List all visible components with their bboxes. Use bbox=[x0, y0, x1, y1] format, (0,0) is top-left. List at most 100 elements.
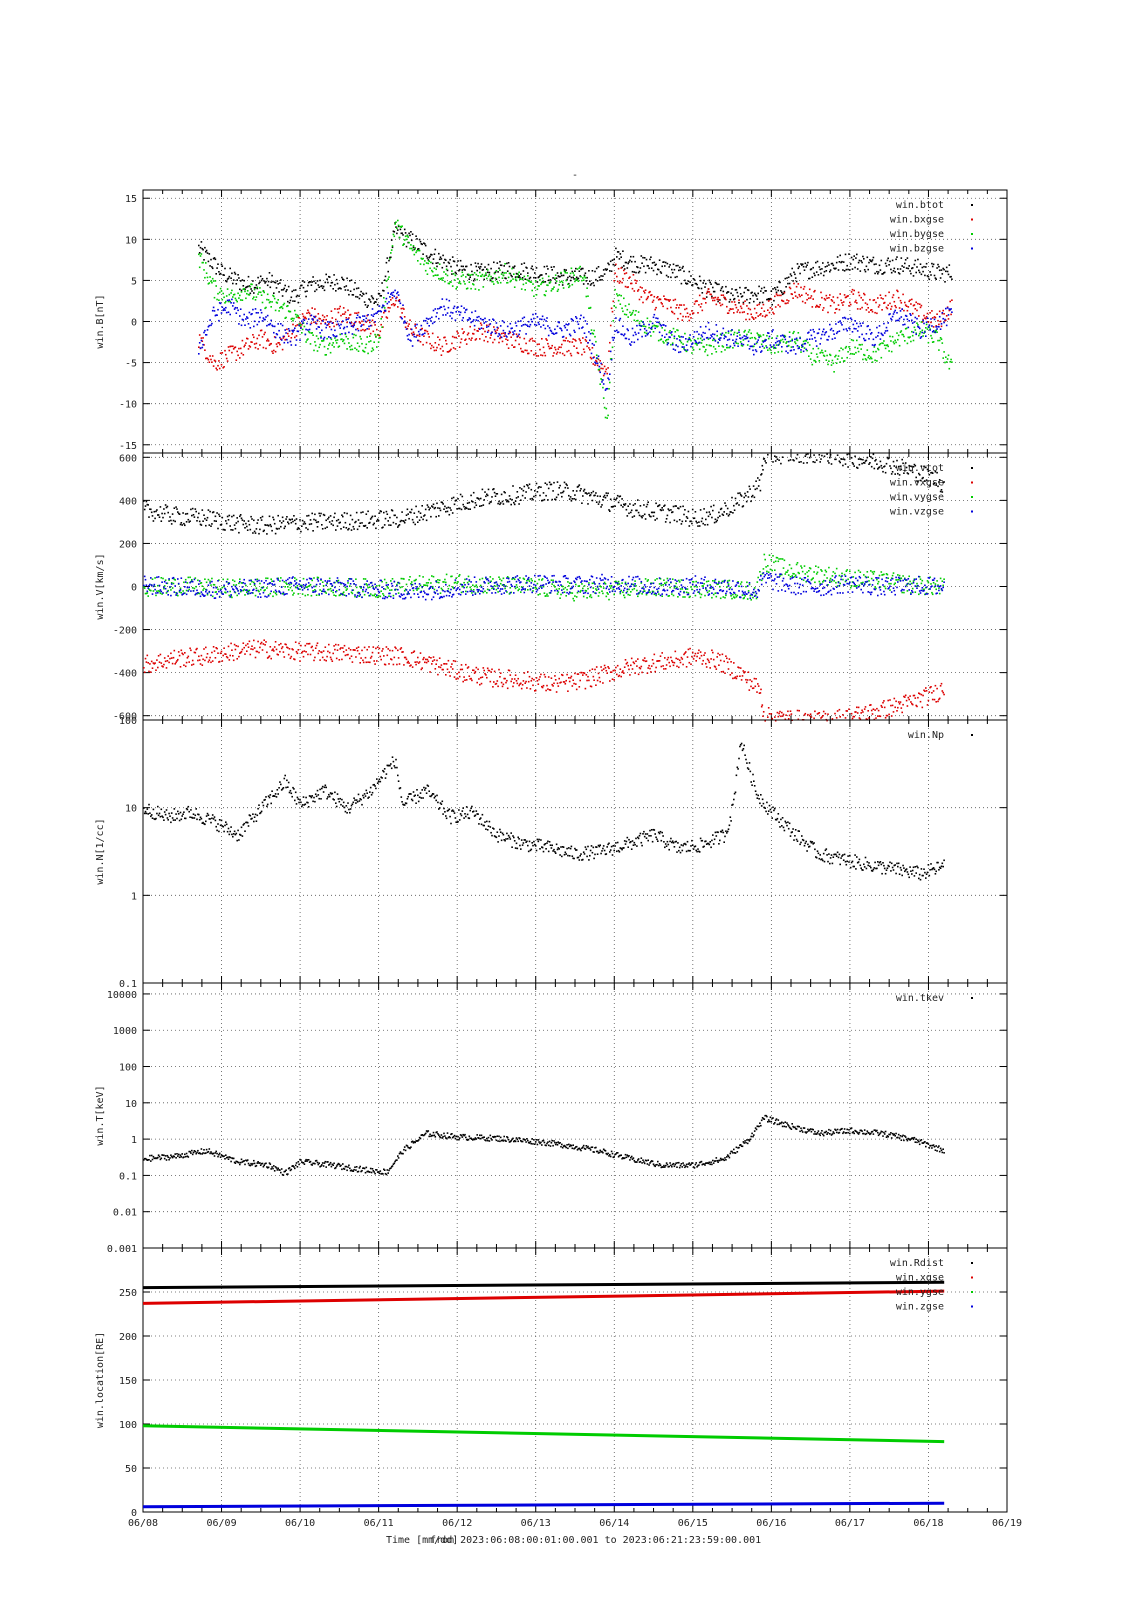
data-point bbox=[888, 350, 890, 352]
data-point bbox=[716, 351, 718, 353]
data-point bbox=[878, 306, 880, 308]
data-point bbox=[473, 492, 475, 494]
data-point bbox=[250, 346, 252, 348]
data-point bbox=[830, 355, 832, 357]
data-point bbox=[360, 338, 362, 340]
data-point bbox=[721, 351, 723, 353]
data-point bbox=[935, 332, 937, 334]
data-point bbox=[686, 516, 688, 518]
data-point bbox=[329, 276, 331, 278]
data-point bbox=[277, 323, 279, 325]
data-point bbox=[297, 529, 299, 531]
data-point bbox=[470, 678, 472, 680]
data-point bbox=[754, 308, 756, 310]
data-point bbox=[355, 656, 357, 658]
data-point bbox=[877, 273, 879, 275]
data-point bbox=[517, 274, 519, 276]
data-point bbox=[252, 334, 254, 336]
data-point bbox=[290, 311, 292, 313]
data-point bbox=[620, 495, 622, 497]
data-point bbox=[509, 495, 511, 497]
data-point bbox=[466, 309, 468, 311]
data-point bbox=[420, 512, 422, 514]
data-point bbox=[298, 315, 300, 317]
data-point bbox=[422, 659, 424, 661]
data-point bbox=[243, 524, 245, 526]
data-point bbox=[541, 338, 543, 340]
data-point bbox=[253, 520, 255, 522]
data-point bbox=[805, 263, 807, 265]
data-point bbox=[685, 316, 687, 318]
data-point bbox=[332, 342, 334, 344]
data-point bbox=[646, 506, 648, 508]
data-point bbox=[667, 308, 669, 310]
data-point bbox=[444, 506, 446, 508]
data-point bbox=[747, 337, 749, 339]
data-point bbox=[243, 319, 245, 321]
data-point bbox=[402, 651, 404, 653]
data-point bbox=[351, 279, 353, 281]
data-point bbox=[478, 498, 480, 500]
data-point bbox=[607, 367, 609, 369]
data-point bbox=[281, 522, 283, 524]
data-point bbox=[209, 511, 211, 513]
data-point bbox=[270, 646, 272, 648]
data-point bbox=[350, 314, 352, 316]
data-point bbox=[272, 281, 274, 283]
data-point bbox=[299, 660, 301, 662]
data-point bbox=[762, 469, 764, 471]
data-point bbox=[450, 266, 452, 268]
data-point bbox=[410, 664, 412, 666]
data-point bbox=[803, 462, 805, 464]
data-point bbox=[483, 504, 485, 506]
data-point bbox=[323, 340, 325, 342]
data-point bbox=[481, 324, 483, 326]
data-point bbox=[708, 338, 710, 340]
data-point bbox=[517, 491, 519, 493]
data-point bbox=[946, 361, 948, 363]
data-point bbox=[430, 348, 432, 350]
data-point bbox=[806, 299, 808, 301]
data-point bbox=[680, 351, 682, 353]
data-point bbox=[691, 523, 693, 525]
data-point bbox=[538, 486, 540, 488]
data-point bbox=[682, 343, 684, 345]
data-point bbox=[674, 520, 676, 522]
data-point bbox=[672, 312, 674, 314]
data-point bbox=[739, 312, 741, 314]
data-point bbox=[271, 351, 273, 353]
data-point bbox=[797, 454, 799, 456]
data-point bbox=[586, 346, 588, 348]
data-point bbox=[263, 317, 265, 319]
data-point bbox=[654, 296, 656, 298]
data-point bbox=[254, 647, 256, 649]
data-point bbox=[499, 338, 501, 340]
data-point bbox=[756, 295, 758, 297]
data-point bbox=[750, 333, 752, 335]
data-point bbox=[238, 297, 240, 299]
data-point bbox=[649, 291, 651, 293]
data-point bbox=[873, 351, 875, 353]
data-point bbox=[820, 273, 822, 275]
data-point bbox=[774, 352, 776, 354]
data-point bbox=[595, 279, 597, 281]
data-point bbox=[284, 329, 286, 331]
data-point bbox=[172, 663, 174, 665]
data-point bbox=[525, 333, 527, 335]
data-point bbox=[878, 349, 880, 351]
data-point bbox=[836, 262, 838, 264]
data-point bbox=[951, 361, 953, 363]
data-point bbox=[247, 290, 249, 292]
data-point bbox=[335, 529, 337, 531]
data-point bbox=[260, 517, 262, 519]
data-point bbox=[446, 299, 448, 301]
data-point bbox=[392, 297, 394, 299]
data-point bbox=[737, 335, 739, 337]
data-point bbox=[548, 276, 550, 278]
data-point bbox=[182, 654, 184, 656]
data-point bbox=[460, 260, 462, 262]
data-point bbox=[627, 263, 629, 265]
data-point bbox=[291, 522, 293, 524]
data-point bbox=[234, 644, 236, 646]
data-point bbox=[300, 324, 302, 326]
